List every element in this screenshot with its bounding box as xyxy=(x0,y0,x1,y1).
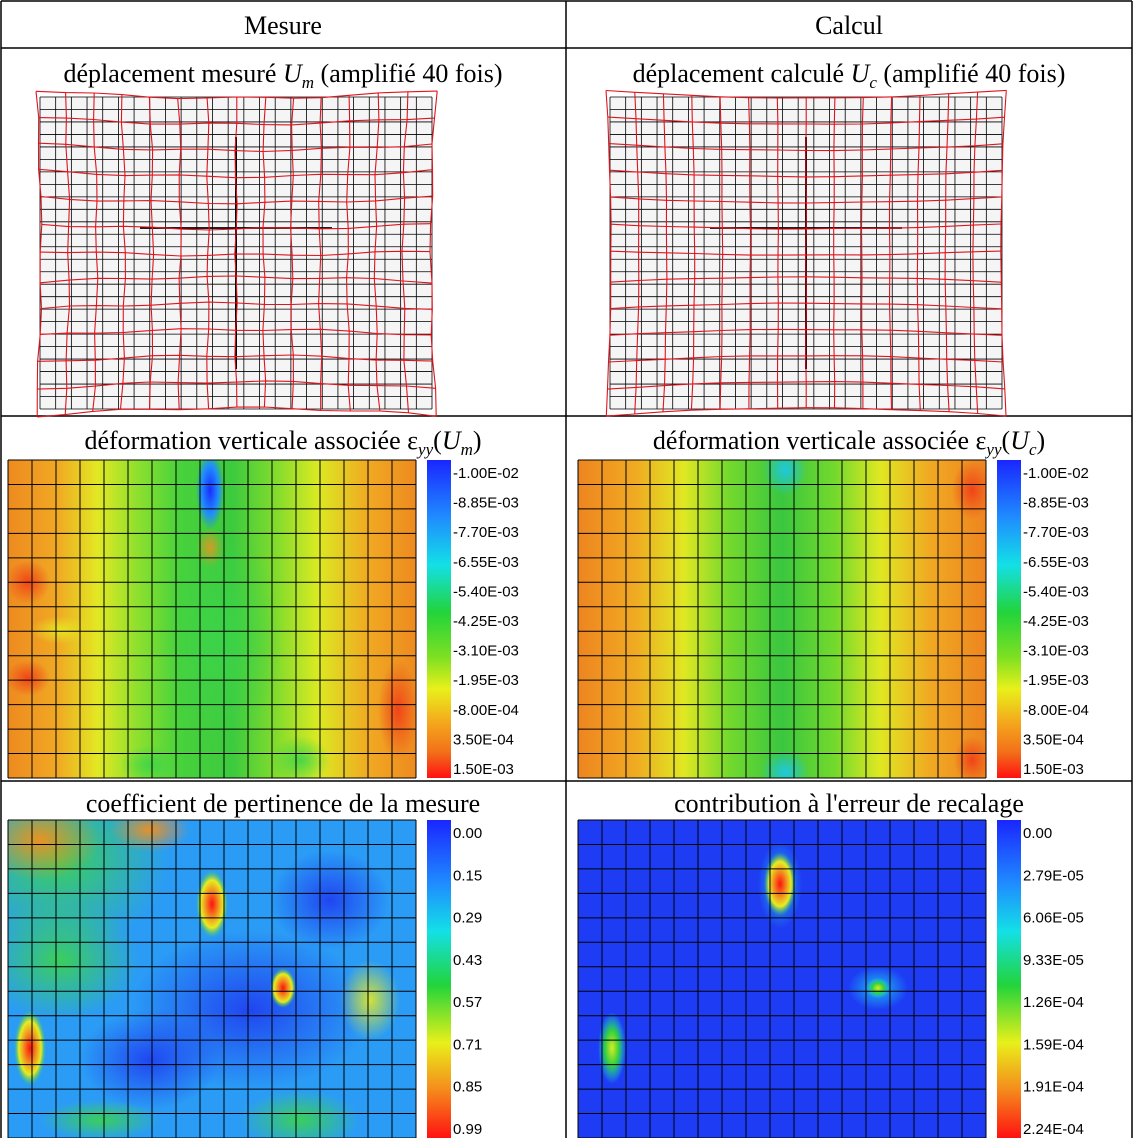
legend-tick-label: 3.50E-04 xyxy=(1023,731,1084,748)
caption-strain-measured: déformation verticale associée εyy(Um) xyxy=(84,426,481,459)
deformed-mesh-grid xyxy=(35,90,438,418)
deformed-mesh-line xyxy=(833,97,836,408)
deformed-mesh-line xyxy=(805,97,807,408)
deformed-mesh-line xyxy=(605,90,612,417)
legend-tick-label: -7.70E-03 xyxy=(1023,524,1089,541)
legend-tick-label: -5.40E-03 xyxy=(1023,583,1089,600)
deformed-mesh-line xyxy=(634,92,640,415)
deformed-mesh-line xyxy=(119,94,126,410)
legend-tick-label: 0.00 xyxy=(453,825,482,842)
deformed-mesh-line xyxy=(748,97,752,409)
deformed-mesh-line xyxy=(346,95,351,412)
legend-tick-label: 0.29 xyxy=(453,910,482,927)
deformed-mesh-line xyxy=(401,91,410,413)
deformed-mesh-line xyxy=(916,95,921,411)
deformed-mesh-line xyxy=(944,93,950,412)
legend-tick-label: -1.95E-03 xyxy=(1023,672,1089,689)
deformed-mesh-line xyxy=(318,97,323,411)
mesh-panel-measured xyxy=(35,90,438,418)
caption-strain-computed: déformation verticale associée εyy(Uc) xyxy=(653,426,1045,459)
strain-field-computed xyxy=(578,460,986,778)
deformed-mesh-line xyxy=(92,92,99,412)
legend-tick-label: -6.55E-03 xyxy=(1023,554,1089,571)
deformed-mesh-line xyxy=(860,97,864,409)
caption-relevance-coefficient: coefficient de pertinence de la mesure xyxy=(86,789,480,818)
legend-tick-label: 0.99 xyxy=(453,1121,482,1138)
caption-computed-displacement: déplacement calculé Uc (amplifié 40 fois… xyxy=(633,59,1066,92)
deformed-mesh-line xyxy=(177,98,182,410)
legend-tick-label: -3.10E-03 xyxy=(453,643,519,660)
legend-tick-label: 2.24E-04 xyxy=(1023,1121,1084,1138)
legend-tick-label: 1.91E-04 xyxy=(1023,1079,1084,1096)
deformed-mesh-line xyxy=(206,97,210,409)
column-header-mesure: Mesure xyxy=(244,11,322,40)
legend-tick-label: 0.15 xyxy=(453,867,482,884)
legend-tick-label: -1.95E-03 xyxy=(453,672,519,689)
strain-legend-computed: -1.00E-02 -8.85E-03 -7.70E-03 -6.55E-03 -5.4… xyxy=(997,460,1089,778)
legend-tick-label: -5.40E-03 xyxy=(453,583,519,600)
deformed-mesh-line xyxy=(662,93,668,412)
error-mesh-overlay xyxy=(577,819,987,1138)
legend-tick-label: 0.71 xyxy=(453,1036,482,1053)
legend-tick-label: -8.00E-04 xyxy=(453,702,519,719)
strain-legend-measured: -1.00E-02 -8.85E-03 -7.70E-03 -6.55E-03 -5.4… xyxy=(427,460,519,778)
legend-tick-label: 0.00 xyxy=(1023,825,1052,842)
legend-tick-label: 6.06E-05 xyxy=(1023,910,1084,927)
legend-tick-label: -3.10E-03 xyxy=(1023,643,1089,660)
caption-measured-displacement: déplacement mesuré Um (amplifié 40 fois) xyxy=(64,59,503,92)
legend-tick-label: -1.00E-02 xyxy=(453,465,519,482)
deformed-mesh-line xyxy=(64,92,71,415)
legend-tick-label: 1.50E-03 xyxy=(1023,761,1084,778)
legend-tick-label: -8.00E-04 xyxy=(1023,702,1089,719)
deformed-mesh-line xyxy=(972,92,979,414)
mesh-panel-computed xyxy=(605,89,1007,417)
relevance-mesh-overlay xyxy=(7,819,417,1138)
strain-mesh-overlay xyxy=(7,459,417,779)
legend-tick-label: -4.25E-03 xyxy=(453,613,519,630)
legend-tick-label: 1.50E-03 xyxy=(453,761,514,778)
legend-tick-label: -8.85E-03 xyxy=(453,495,519,512)
error-field xyxy=(578,820,986,1138)
legend-tick-label: 1.59E-04 xyxy=(1023,1036,1084,1053)
deformed-mesh-line xyxy=(290,98,295,409)
deformed-mesh-line xyxy=(690,95,696,411)
deformed-mesh-line xyxy=(262,97,267,408)
legend-tick-label: -4.25E-03 xyxy=(1023,613,1089,630)
relevance-field xyxy=(8,820,416,1138)
deformed-mesh-line xyxy=(888,96,893,410)
deformed-mesh-line xyxy=(719,96,724,410)
strain-field-measured xyxy=(8,460,416,778)
strain-mesh-overlay xyxy=(577,459,987,779)
legend-tick-label: 2.79E-05 xyxy=(1023,867,1084,884)
deformed-mesh-line xyxy=(429,91,438,417)
deformed-mesh-line xyxy=(234,97,238,408)
legend-tick-label: 0.85 xyxy=(453,1079,482,1096)
relevance-legend: 0.00 0.15 0.29 0.43 0.57 0.71 0.85 0.99 xyxy=(427,820,482,1138)
legend-tick-label: 9.33E-05 xyxy=(1023,952,1084,969)
deformed-mesh-line xyxy=(35,91,43,417)
deformed-mesh-line xyxy=(148,97,155,410)
caption-updating-error-contribution: contribution à l'erreur de recalage xyxy=(674,789,1024,818)
legend-tick-label: 3.50E-04 xyxy=(453,731,514,748)
legend-tick-label: 0.43 xyxy=(453,952,482,969)
legend-tick-label: 0.57 xyxy=(453,994,482,1011)
column-header-calcul: Calcul xyxy=(815,11,883,40)
deformed-mesh-line xyxy=(1000,90,1007,417)
deformed-mesh-line xyxy=(373,92,381,412)
deformed-mesh-grid xyxy=(605,89,1007,417)
legend-tick-label: -7.70E-03 xyxy=(453,524,519,541)
error-legend: 0.00 2.79E-05 6.06E-05 9.33E-05 1.26E-04 1.59… xyxy=(997,820,1084,1138)
legend-tick-label: -8.85E-03 xyxy=(1023,495,1089,512)
deformed-mesh-line xyxy=(776,97,779,409)
legend-tick-label: 1.26E-04 xyxy=(1023,994,1084,1011)
legend-tick-label: -1.00E-02 xyxy=(1023,465,1089,482)
legend-tick-label: -6.55E-03 xyxy=(453,554,519,571)
